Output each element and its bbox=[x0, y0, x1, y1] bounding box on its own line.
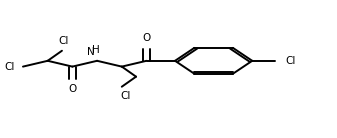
Text: O: O bbox=[142, 33, 151, 43]
Text: Cl: Cl bbox=[58, 36, 69, 46]
Text: Cl: Cl bbox=[285, 56, 296, 66]
Text: Cl: Cl bbox=[4, 62, 14, 72]
Text: Cl: Cl bbox=[120, 91, 130, 101]
Text: O: O bbox=[68, 84, 76, 94]
Text: H: H bbox=[92, 45, 99, 55]
Text: N: N bbox=[87, 47, 95, 57]
